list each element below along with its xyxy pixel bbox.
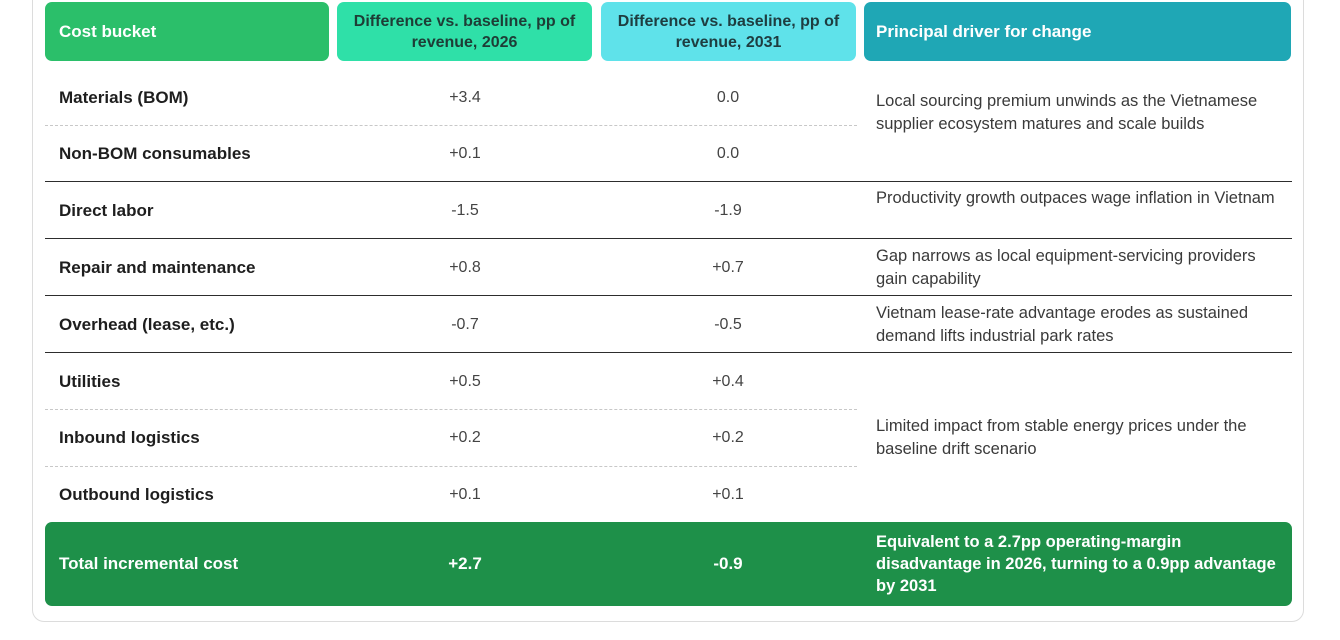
row-label: Utilities xyxy=(59,371,121,391)
value-2026: -0.7 xyxy=(451,315,479,333)
value-2026: +0.2 xyxy=(449,428,481,446)
table-card xyxy=(32,0,1304,622)
header-diff-2031: Difference vs. baseline, pp of revenue, … xyxy=(601,2,856,61)
table-row: Repair and maintenance +0.8 +0.7 xyxy=(45,239,857,296)
header-diff-2026: Difference vs. baseline, pp of revenue, … xyxy=(337,2,592,61)
table-row: Materials (BOM) +3.4 0.0 xyxy=(45,69,857,126)
total-value-2031: -0.9 xyxy=(713,554,743,573)
value-2026: +0.8 xyxy=(449,258,481,276)
group-divider xyxy=(45,181,1292,182)
driver-text: Local sourcing premium unwinds as the Vi… xyxy=(876,92,1258,133)
value-2031: 0.0 xyxy=(716,144,740,162)
driver-text: Limited impact from stable energy prices… xyxy=(876,417,1247,458)
value-2031: 0.0 xyxy=(716,88,740,106)
table-row: Non-BOM consumables +0.1 0.0 xyxy=(45,125,857,182)
row-label: Non-BOM consumables xyxy=(59,143,251,163)
driver-text: Gap narrows as local equipment-servicing… xyxy=(876,247,1256,288)
value-2026: +0.5 xyxy=(449,372,481,390)
driver-text: Productivity growth outpaces wage inflat… xyxy=(876,189,1275,207)
value-2031: +0.2 xyxy=(712,428,744,446)
value-2026: -1.5 xyxy=(451,201,479,219)
value-2026: +0.1 xyxy=(449,144,481,162)
value-2031: -0.5 xyxy=(714,315,742,333)
table-row: Inbound logistics +0.2 +0.2 xyxy=(45,409,857,466)
value-2026: +3.4 xyxy=(449,88,481,106)
driver-text: Vietnam lease-rate advantage erodes as s… xyxy=(876,304,1249,345)
group-divider xyxy=(45,295,1292,296)
group-divider xyxy=(45,352,1292,353)
total-row: Total incremental cost +2.7 -0.9 Equival… xyxy=(45,522,1292,606)
row-label: Outbound logistics xyxy=(59,484,214,504)
value-2031: -1.9 xyxy=(714,201,742,219)
table-row: Outbound logistics +0.1 +0.1 xyxy=(45,466,857,523)
value-2031: +0.4 xyxy=(712,372,744,390)
row-label: Inbound logistics xyxy=(59,427,200,447)
row-label: Repair and maintenance xyxy=(59,257,256,277)
total-label: Total incremental cost xyxy=(59,554,239,573)
total-driver-text: Equivalent to a 2.7pp operating-margin d… xyxy=(876,533,1276,595)
header-driver: Principal driver for change xyxy=(864,2,1291,61)
row-divider xyxy=(45,125,857,126)
value-2026: +0.1 xyxy=(449,485,481,503)
total-value-2026: +2.7 xyxy=(448,554,482,573)
row-label: Direct labor xyxy=(59,200,154,220)
table-row: Direct labor -1.5 -1.9 xyxy=(45,182,857,239)
row-label: Overhead (lease, etc.) xyxy=(59,314,235,334)
value-2031: +0.1 xyxy=(712,485,744,503)
table-row: Overhead (lease, etc.) -0.7 -0.5 xyxy=(45,296,857,353)
value-2031: +0.7 xyxy=(712,258,744,276)
group-divider xyxy=(45,238,1292,239)
table-row: Utilities +0.5 +0.4 xyxy=(45,353,857,410)
header-cost-bucket: Cost bucket xyxy=(45,2,329,61)
row-divider xyxy=(45,466,857,467)
row-label: Materials (BOM) xyxy=(59,87,189,107)
row-divider xyxy=(45,409,857,410)
